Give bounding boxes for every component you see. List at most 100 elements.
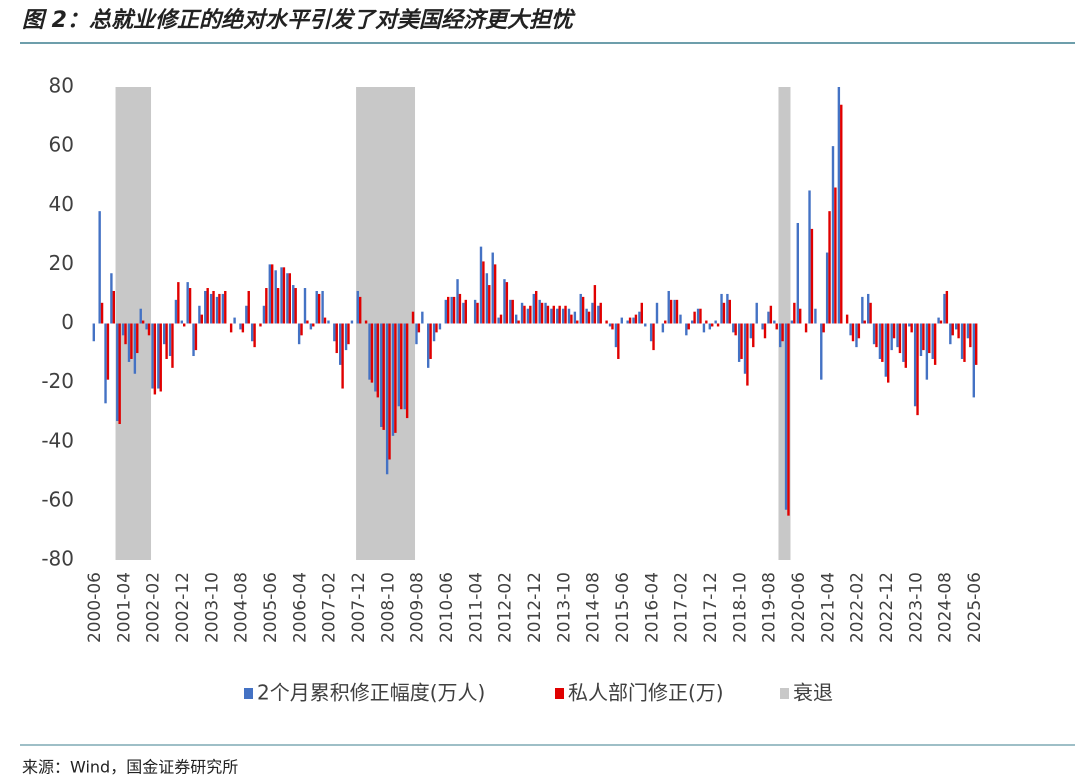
bar [743,323,747,374]
bar [661,323,665,333]
legend-label: 衰退 [793,681,833,705]
bar [755,302,758,324]
bar [145,323,148,330]
bar [790,320,794,324]
bar [224,290,227,324]
bar [139,308,142,324]
bar [503,279,506,324]
bar [104,323,107,404]
bar [957,323,960,339]
bar [587,311,591,324]
bar [341,323,344,389]
chart-title: 图 2：总就业修正的绝对水平引发了对美国经济更大担忧 [22,7,576,33]
bar [118,323,121,425]
bar [271,264,274,324]
x-tick-label: 2006-04 [290,572,310,643]
bar [664,320,667,324]
bar [485,273,489,324]
bar [288,273,291,324]
bar [708,323,711,330]
bar [452,296,456,324]
bar [673,299,676,324]
x-tick-label: 2007-12 [349,572,369,643]
x-tick-label: 2023-10 [906,572,926,643]
bar [180,320,183,324]
bar [892,323,896,339]
source-note: 来源：Wind，国金证券研究所 [22,758,238,777]
bar [397,323,401,407]
bar [732,323,735,333]
bar [194,323,198,351]
bar [849,323,852,336]
bar [861,296,864,324]
bar [916,323,919,416]
bar [869,302,872,324]
bar [597,305,600,324]
bar [368,323,371,380]
bar [168,323,172,357]
bar [564,305,567,324]
bar [385,323,389,475]
bar [370,323,374,383]
bar [632,317,635,324]
x-tick-label: 2018-10 [730,572,750,643]
bar [544,302,547,324]
bar [92,323,95,342]
bar [282,267,286,324]
bar [925,323,929,380]
bar [473,299,477,324]
x-tick-label: 2017-12 [701,572,721,643]
bar [276,288,280,324]
bar [411,311,415,324]
bar [151,323,154,389]
bar [749,323,753,339]
x-tick-label: 2021-04 [818,572,838,643]
x-tick-label: 2008-10 [378,572,398,643]
bar [640,302,643,324]
bar [327,320,330,324]
bar [828,211,831,324]
bar [814,308,817,324]
bar [752,323,755,348]
bar [773,320,776,324]
bar [400,323,403,410]
bar [875,323,878,348]
bar [955,323,958,330]
bar [691,320,694,324]
bar [447,296,450,324]
bar [523,305,526,324]
bar [845,314,849,324]
bar [705,320,708,324]
x-tick-label: 2002-12 [173,572,193,643]
bar [699,308,702,324]
bar [98,211,101,324]
bar [376,323,379,398]
bar [116,323,119,422]
bar [209,293,213,324]
x-tick-label: 2010-06 [437,572,457,643]
bar [444,299,447,324]
bar [605,320,608,324]
bar [834,187,837,324]
bar [159,323,162,392]
bar [714,320,717,324]
bar [364,320,368,324]
bar [855,323,858,348]
x-tick-label: 2009-08 [408,572,428,643]
bar [949,323,952,345]
bar [529,305,532,324]
bar [913,323,917,407]
bar [728,299,731,324]
bar [464,299,467,324]
bar [218,293,221,324]
bar [405,323,409,419]
bar [491,252,494,324]
bar [628,317,632,324]
bar [579,293,582,324]
bar [229,323,233,333]
bar [939,320,943,324]
bar [493,264,497,324]
bar [734,323,737,336]
bar [972,323,975,398]
y-tick-label: -80 [41,547,74,571]
